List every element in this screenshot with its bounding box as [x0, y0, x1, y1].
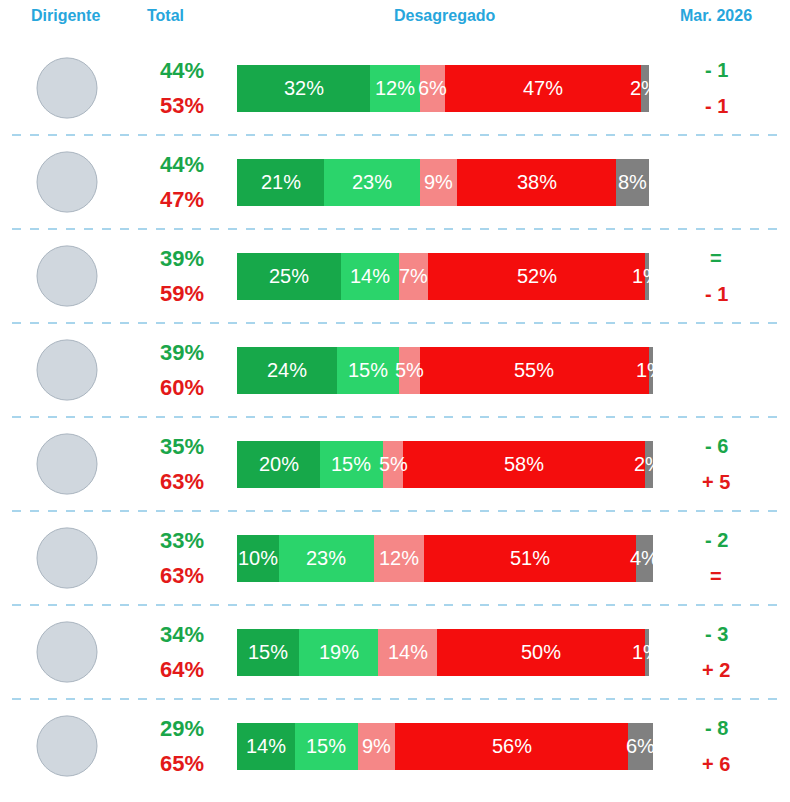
svg-text:6%: 6%	[626, 735, 655, 757]
svg-text:21%: 21%	[261, 171, 301, 193]
svg-text:12%: 12%	[379, 547, 419, 569]
svg-text:=: =	[710, 247, 722, 269]
svg-text:8%: 8%	[618, 171, 647, 193]
svg-text:25%: 25%	[269, 265, 309, 287]
svg-text:- 2: - 2	[705, 529, 728, 551]
svg-text:Desagregado: Desagregado	[394, 7, 496, 24]
svg-text:47%: 47%	[160, 187, 204, 212]
svg-text:35%: 35%	[160, 434, 204, 459]
svg-text:4%: 4%	[630, 547, 659, 569]
svg-text:52%: 52%	[517, 265, 557, 287]
svg-text:+ 6: + 6	[702, 753, 730, 775]
svg-text:63%: 63%	[160, 563, 204, 588]
svg-text:14%: 14%	[246, 735, 286, 757]
svg-text:- 1: - 1	[705, 283, 728, 305]
svg-text:=: =	[710, 565, 722, 587]
svg-text:- 3: - 3	[705, 623, 728, 645]
svg-text:Dirigente: Dirigente	[31, 7, 100, 24]
svg-text:9%: 9%	[424, 171, 453, 193]
svg-text:23%: 23%	[306, 547, 346, 569]
svg-text:10%: 10%	[238, 547, 278, 569]
svg-text:1%: 1%	[636, 359, 665, 381]
svg-text:6%: 6%	[418, 77, 447, 99]
svg-text:- 1: - 1	[705, 95, 728, 117]
svg-text:15%: 15%	[306, 735, 346, 757]
svg-text:19%: 19%	[319, 641, 359, 663]
svg-text:5%: 5%	[379, 453, 408, 475]
svg-text:38%: 38%	[517, 171, 557, 193]
svg-text:20%: 20%	[259, 453, 299, 475]
svg-text:14%: 14%	[350, 265, 390, 287]
svg-text:47%: 47%	[523, 77, 563, 99]
svg-text:32%: 32%	[284, 77, 324, 99]
svg-text:34%: 34%	[160, 622, 204, 647]
svg-text:15%: 15%	[248, 641, 288, 663]
svg-text:60%: 60%	[160, 375, 204, 400]
svg-text:5%: 5%	[395, 359, 424, 381]
svg-text:53%: 53%	[160, 93, 204, 118]
svg-text:9%: 9%	[362, 735, 391, 757]
svg-text:23%: 23%	[352, 171, 392, 193]
svg-text:65%: 65%	[160, 751, 204, 776]
svg-text:+ 5: + 5	[702, 471, 730, 493]
svg-text:14%: 14%	[388, 641, 428, 663]
svg-text:2%: 2%	[630, 77, 659, 99]
svg-text:- 8: - 8	[705, 717, 728, 739]
svg-text:Total: Total	[147, 7, 184, 24]
svg-text:51%: 51%	[510, 547, 550, 569]
svg-text:44%: 44%	[160, 58, 204, 83]
svg-text:- 1: - 1	[705, 59, 728, 81]
svg-text:33%: 33%	[160, 528, 204, 553]
svg-text:58%: 58%	[504, 453, 544, 475]
svg-text:2%: 2%	[634, 453, 663, 475]
svg-text:64%: 64%	[160, 657, 204, 682]
svg-text:59%: 59%	[160, 281, 204, 306]
svg-text:44%: 44%	[160, 152, 204, 177]
svg-text:- 6: - 6	[705, 435, 728, 457]
svg-text:12%: 12%	[375, 77, 415, 99]
svg-text:39%: 39%	[160, 340, 204, 365]
svg-text:1%: 1%	[632, 641, 661, 663]
svg-text:Mar. 2026: Mar. 2026	[680, 7, 752, 24]
svg-text:56%: 56%	[492, 735, 532, 757]
svg-text:24%: 24%	[267, 359, 307, 381]
svg-text:7%: 7%	[399, 265, 428, 287]
svg-text:50%: 50%	[521, 641, 561, 663]
svg-text:15%: 15%	[331, 453, 371, 475]
svg-text:63%: 63%	[160, 469, 204, 494]
svg-text:+ 2: + 2	[702, 659, 730, 681]
svg-text:15%: 15%	[348, 359, 388, 381]
svg-text:1%: 1%	[632, 265, 661, 287]
svg-text:39%: 39%	[160, 246, 204, 271]
svg-text:29%: 29%	[160, 716, 204, 741]
svg-text:55%: 55%	[514, 359, 554, 381]
